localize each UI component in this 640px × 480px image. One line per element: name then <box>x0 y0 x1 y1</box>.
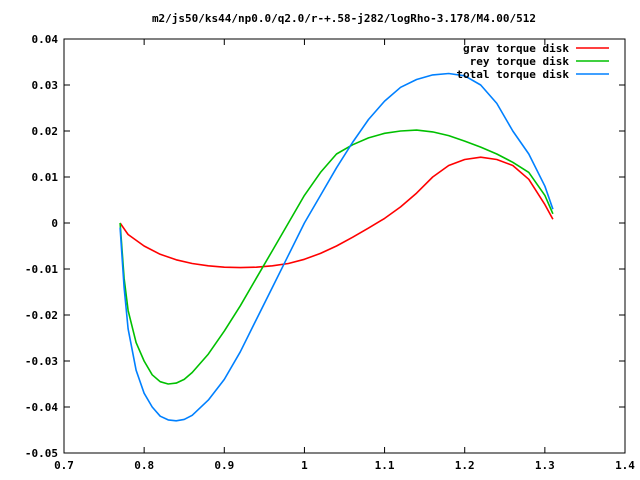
x-tick-label: 1.2 <box>455 459 475 472</box>
y-tick-label: -0.03 <box>25 355 58 368</box>
y-axis: -0.05 -0.04 -0.03 -0.02 -0.01 0 0.01 0.02 0.03 0.… <box>25 33 625 460</box>
y-tick-label: 0.01 <box>32 171 59 184</box>
x-tick-label: 0.9 <box>214 459 234 472</box>
series-line-grav-torque-disk <box>119 156 554 269</box>
x-tick-label: 1.3 <box>535 459 555 472</box>
y-tick-label: 0 <box>51 217 58 230</box>
x-tick-label: 0.7 <box>54 459 74 472</box>
legend-label-grav-torque-disk: grav torque disk <box>463 42 569 55</box>
x-tick-label: 0.8 <box>134 459 154 472</box>
plot-frame <box>63 38 626 454</box>
series-layer <box>119 72 554 422</box>
y-tick-label: 0.03 <box>32 79 59 92</box>
chart-title: m2/js50/ks44/np0.0/q2.0/r-+.58-j282/logR… <box>152 12 536 25</box>
x-axis: 0.7 0.8 0.9 1 1.1 1.2 1.3 1.4 <box>54 39 635 472</box>
legend-label-rey-torque-disk: rey torque disk <box>470 55 570 68</box>
y-tick-label: -0.04 <box>25 401 58 414</box>
y-tick-label: -0.02 <box>25 309 58 322</box>
y-tick-label: -0.01 <box>25 263 58 276</box>
series-line-total-torque-disk <box>119 72 554 422</box>
series-line-rey-torque-disk <box>119 129 554 385</box>
y-tick-label: 0.02 <box>32 125 59 138</box>
plot-border <box>63 38 626 454</box>
legend-label-total-torque-disk: total torque disk <box>456 68 569 81</box>
y-tick-label: -0.05 <box>25 447 58 460</box>
x-tick-label: 1.4 <box>615 459 635 472</box>
x-tick-label: 1 <box>301 459 308 472</box>
y-tick-label: 0.04 <box>32 33 59 46</box>
x-tick-label: 1.1 <box>375 459 395 472</box>
